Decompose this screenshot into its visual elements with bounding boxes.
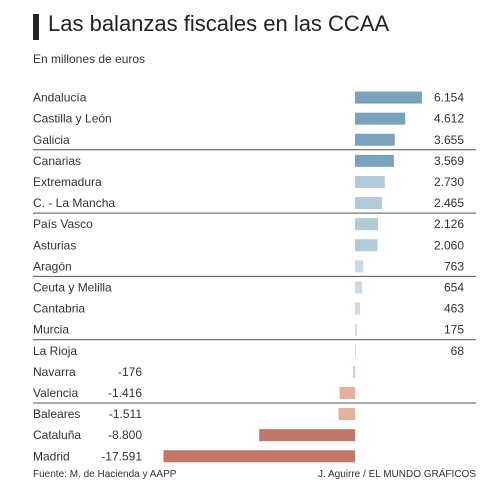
value-label-la-rioja: 68	[451, 344, 465, 358]
category-label-galicia: Galicia	[33, 133, 70, 147]
title-accent-bar	[33, 14, 39, 40]
category-label-baleares: Baleares	[33, 407, 80, 421]
bar-castilla-y-leon	[355, 112, 406, 125]
value-label-baleares: -1.511	[109, 407, 142, 421]
category-label-extremadura: Extremadura	[33, 175, 102, 189]
value-label-pais-vasco: 2.126	[434, 217, 464, 231]
value-label-aragon: 763	[444, 259, 464, 273]
bar-navarra	[353, 365, 355, 378]
value-label-canarias: 3.569	[434, 154, 464, 168]
category-label-aragon: Aragón	[33, 259, 72, 273]
category-label-pais-vasco: País Vasco	[33, 217, 93, 231]
category-label-la-rioja: La Rioja	[33, 344, 77, 358]
value-label-ceuta-y-melilla: 654	[444, 280, 464, 294]
bar-madrid	[163, 450, 355, 463]
value-label-madrid: -17.591	[101, 449, 142, 463]
category-label-ceuta-y-melilla: Ceuta y Melilla	[33, 280, 112, 294]
bar-pais-vasco	[355, 218, 379, 231]
bar-valencia	[339, 386, 355, 399]
bar-c-la-mancha	[355, 197, 382, 210]
credit-note: J. Aguirre / EL MUNDO GRÁFICOS	[318, 469, 476, 480]
bar-cantabria	[355, 302, 361, 315]
category-label-c-la-mancha: C. - La Mancha	[33, 196, 115, 210]
chart-title: Las balanzas fiscales en las CCAA	[48, 11, 390, 36]
value-label-castilla-y-leon: 4.612	[434, 112, 464, 126]
bar-galicia	[355, 133, 395, 146]
bar-extremadura	[355, 175, 385, 188]
bar-aragon	[355, 260, 364, 273]
value-label-murcia: 175	[444, 323, 464, 337]
bar-baleares	[338, 408, 355, 421]
bar-murcia	[355, 323, 357, 336]
chart-subtitle: En millones de euros	[33, 52, 146, 66]
bar-andalucia	[355, 91, 422, 104]
bar-ceuta-y-melilla	[355, 281, 363, 294]
bar-asturias	[355, 239, 378, 252]
category-label-canarias: Canarias	[33, 154, 81, 168]
category-label-asturias: Asturias	[33, 238, 76, 252]
value-label-cantabria: 463	[444, 302, 464, 316]
value-label-galicia: 3.655	[434, 133, 464, 147]
bar-canarias	[355, 154, 394, 167]
category-label-madrid: Madrid	[33, 449, 70, 463]
category-label-murcia: Murcia	[33, 323, 69, 337]
value-label-navarra: -176	[118, 365, 142, 379]
source-note: Fuente: M. de Hacienda y AAPP	[33, 469, 177, 480]
value-label-asturias: 2.060	[434, 238, 464, 252]
value-label-andalucia: 6.154	[434, 91, 464, 105]
category-label-cataluna: Cataluña	[33, 428, 81, 442]
category-label-castilla-y-leon: Castilla y León	[33, 112, 112, 126]
category-label-andalucia: Andalucía	[33, 91, 87, 105]
bar-cataluna	[259, 429, 355, 442]
bar-la-rioja	[355, 344, 356, 357]
value-label-cataluna: -8.800	[108, 428, 142, 442]
category-label-navarra: Navarra	[33, 365, 76, 379]
category-label-valencia: Valencia	[33, 386, 78, 400]
value-label-extremadura: 2.730	[434, 175, 464, 189]
value-label-c-la-mancha: 2.465	[434, 196, 464, 210]
value-label-valencia: -1.416	[108, 386, 142, 400]
category-label-cantabria: Cantabria	[33, 302, 85, 316]
